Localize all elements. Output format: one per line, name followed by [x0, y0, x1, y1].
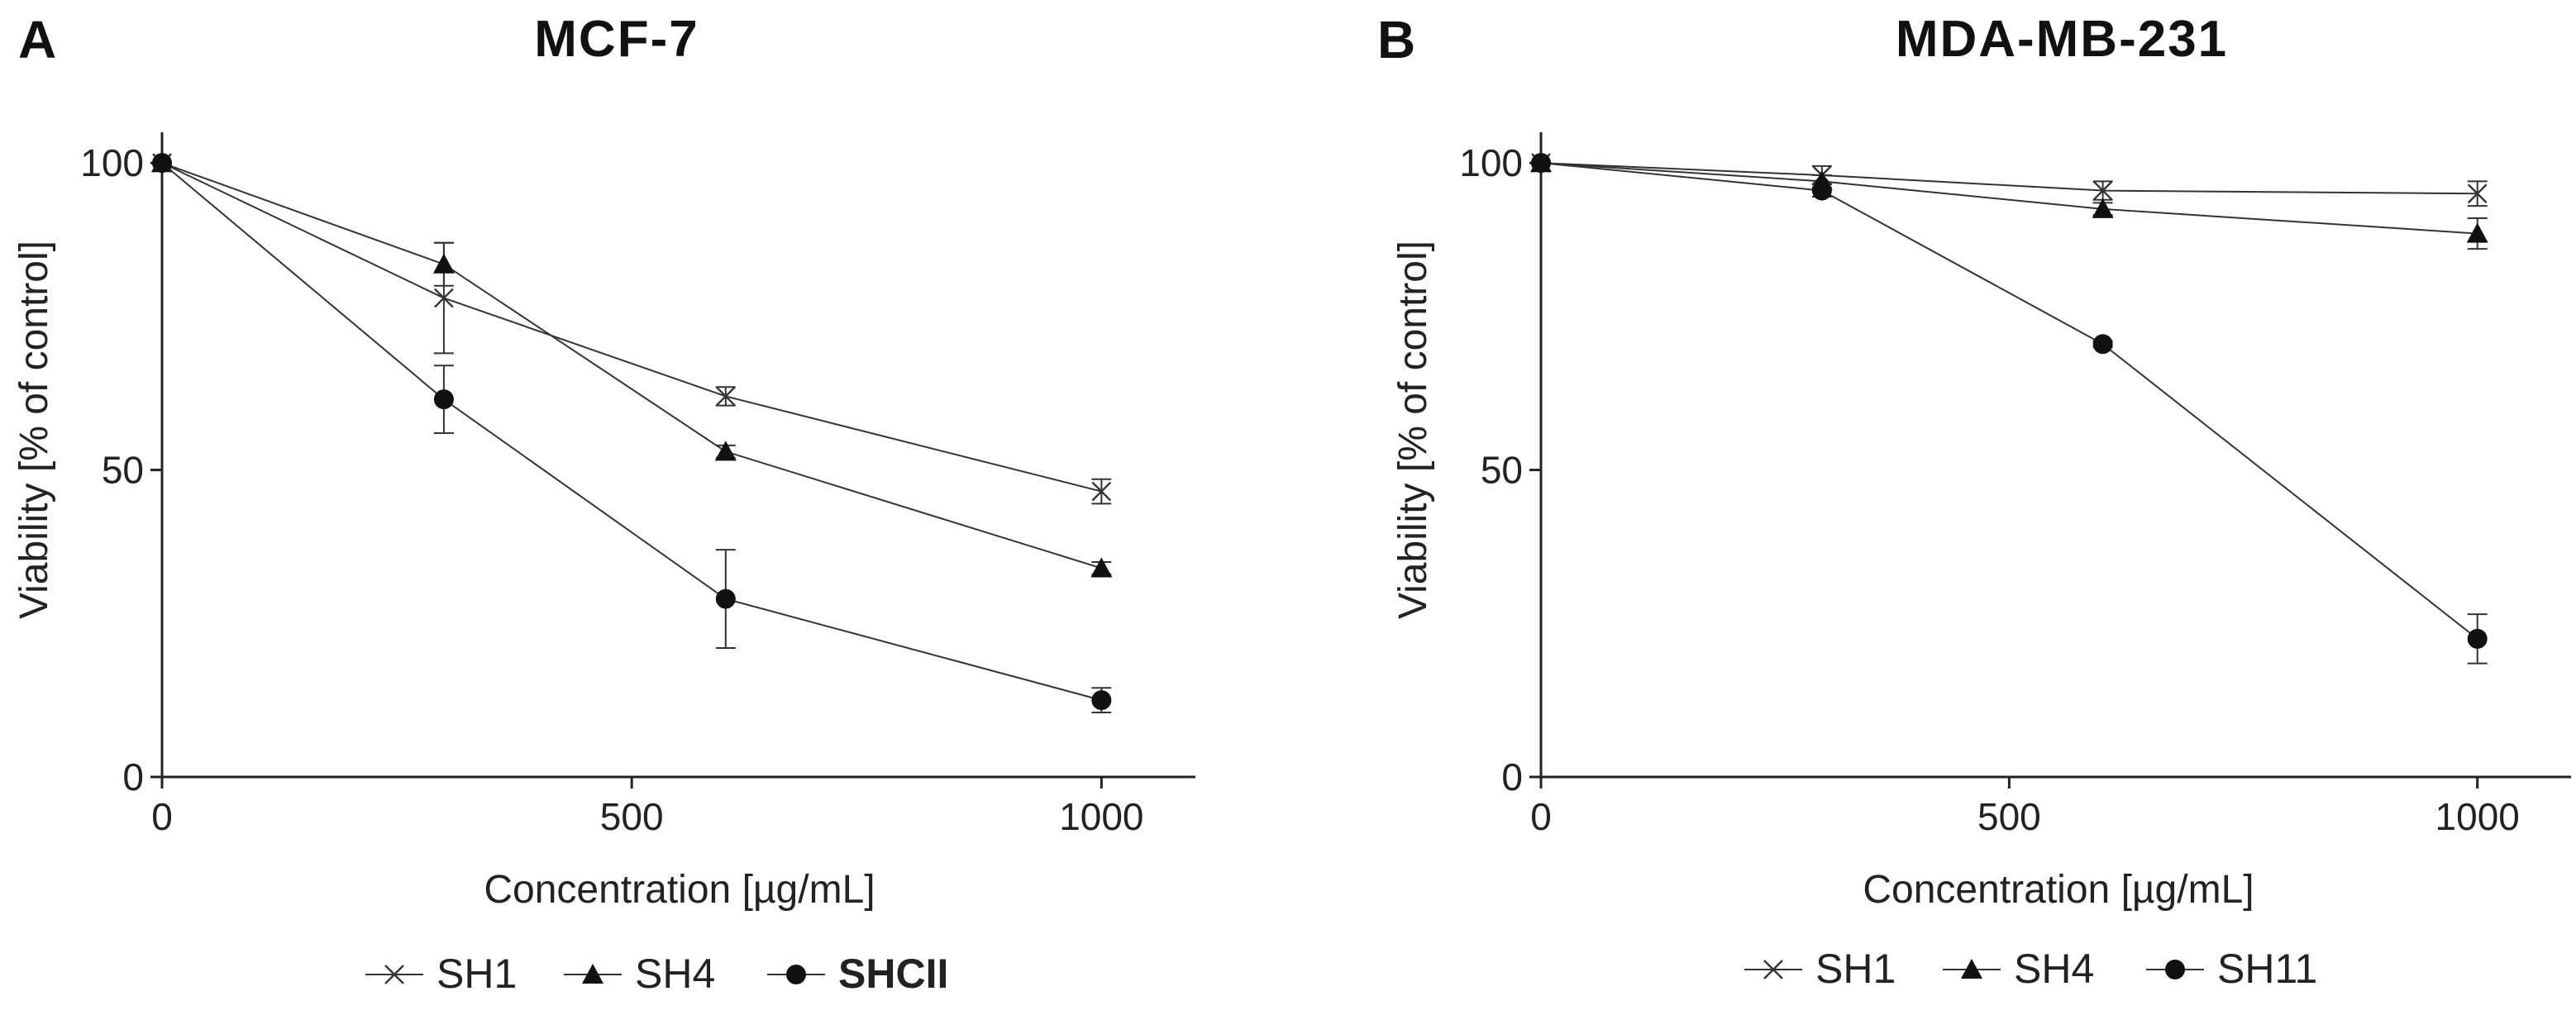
data-point [432, 253, 455, 274]
legend-marker [786, 965, 806, 984]
data-point [1091, 481, 1112, 502]
x-tick-label: 500 [1977, 795, 2041, 838]
data-point [715, 386, 736, 407]
legend-item-sh4: SH4 [1943, 946, 2094, 992]
data-point [714, 441, 737, 461]
x-axis-label-a: Concentration [µg/mL] [484, 868, 875, 912]
panel-a: A MCF-7 0 500 1000 0 50 100 Concentration [µg… [12, 10, 1195, 997]
legend-item-shcii: SHCII [767, 951, 948, 997]
legend-marker [1763, 960, 1783, 979]
x-tick-label: 500 [600, 795, 664, 838]
legend-marker [2165, 960, 2185, 979]
series-shcii [152, 153, 1112, 713]
data-point [2092, 180, 2113, 201]
legend-item-sh11: SH11 [2146, 946, 2317, 992]
panel-b: B MDA-MB-231 0 500 1000 0 50 100 Concentratio… [1377, 10, 2571, 992]
series-sh4 [1530, 152, 2488, 250]
data-point [434, 288, 454, 308]
legend-item-sh1: SH1 [1744, 946, 1896, 992]
data-point [2466, 222, 2488, 243]
series-line [161, 162, 1102, 493]
x-tick-label: 1000 [2435, 795, 2520, 838]
data-point [1091, 690, 1112, 711]
legend-marker [1961, 959, 1982, 979]
legend-label: SH4 [2014, 946, 2094, 992]
chart-title-b: MDA-MB-231 [1896, 11, 2228, 68]
y-axis-label-a: Viability [% of control] [12, 241, 56, 619]
chart-title-a: MCF-7 [534, 11, 699, 68]
plot-area-b: 0 500 1000 0 50 100 [1459, 132, 2571, 838]
y-tick-label: 0 [122, 755, 144, 798]
legend-item-sh4: SH4 [564, 951, 715, 997]
series-line [1540, 162, 2478, 195]
plot-area-a: 0 500 1000 0 50 100 [80, 132, 1195, 838]
legend-label: SH1 [1815, 946, 1896, 992]
x-tick-label: 0 [151, 795, 173, 838]
y-tick-label: 0 [1501, 755, 1523, 798]
y-tick-label: 100 [1459, 141, 1523, 184]
data-point [1090, 557, 1113, 578]
panel-letter-b: B [1377, 10, 1415, 69]
series-line [161, 162, 1102, 702]
data-point [433, 389, 454, 410]
legend-b: SH1 SH4 SH11 [1744, 946, 2317, 992]
legend-label: SH1 [436, 951, 517, 997]
series-line [1540, 162, 2478, 235]
x-axis-label-b: Concentration [µg/mL] [1863, 868, 2254, 912]
data-point [1811, 180, 1832, 201]
y-axis-label-b: Viability [% of control] [1391, 241, 1435, 619]
data-point [2467, 628, 2488, 649]
legend-marker [582, 964, 603, 984]
legend-item-sh1: SH1 [365, 951, 517, 997]
data-point [715, 589, 736, 609]
legend-label: SH4 [635, 951, 715, 997]
panel-letter-a: A [18, 10, 56, 69]
legend-a: SH1 SH4 SHCII [365, 951, 948, 997]
legend-label: SH11 [2217, 946, 2317, 992]
y-tick-label: 50 [1481, 449, 1523, 492]
data-point [1531, 153, 1551, 174]
series-line [161, 162, 1102, 569]
series-line [1540, 162, 2478, 640]
legend-marker [384, 965, 404, 984]
x-tick-label: 1000 [1059, 795, 1143, 838]
x-tick-label: 0 [1530, 795, 1552, 838]
legend-label: SHCII [838, 951, 948, 997]
y-tick-label: 100 [80, 141, 144, 184]
data-point [2092, 198, 2114, 218]
data-point [2467, 183, 2488, 204]
series-sh4 [151, 152, 1113, 578]
series-sh1 [152, 153, 1112, 505]
series-sh1 [1531, 153, 2488, 207]
y-tick-label: 50 [102, 449, 144, 492]
data-point [2092, 334, 2113, 355]
data-point [152, 153, 172, 174]
series-sh11 [1531, 153, 2488, 665]
